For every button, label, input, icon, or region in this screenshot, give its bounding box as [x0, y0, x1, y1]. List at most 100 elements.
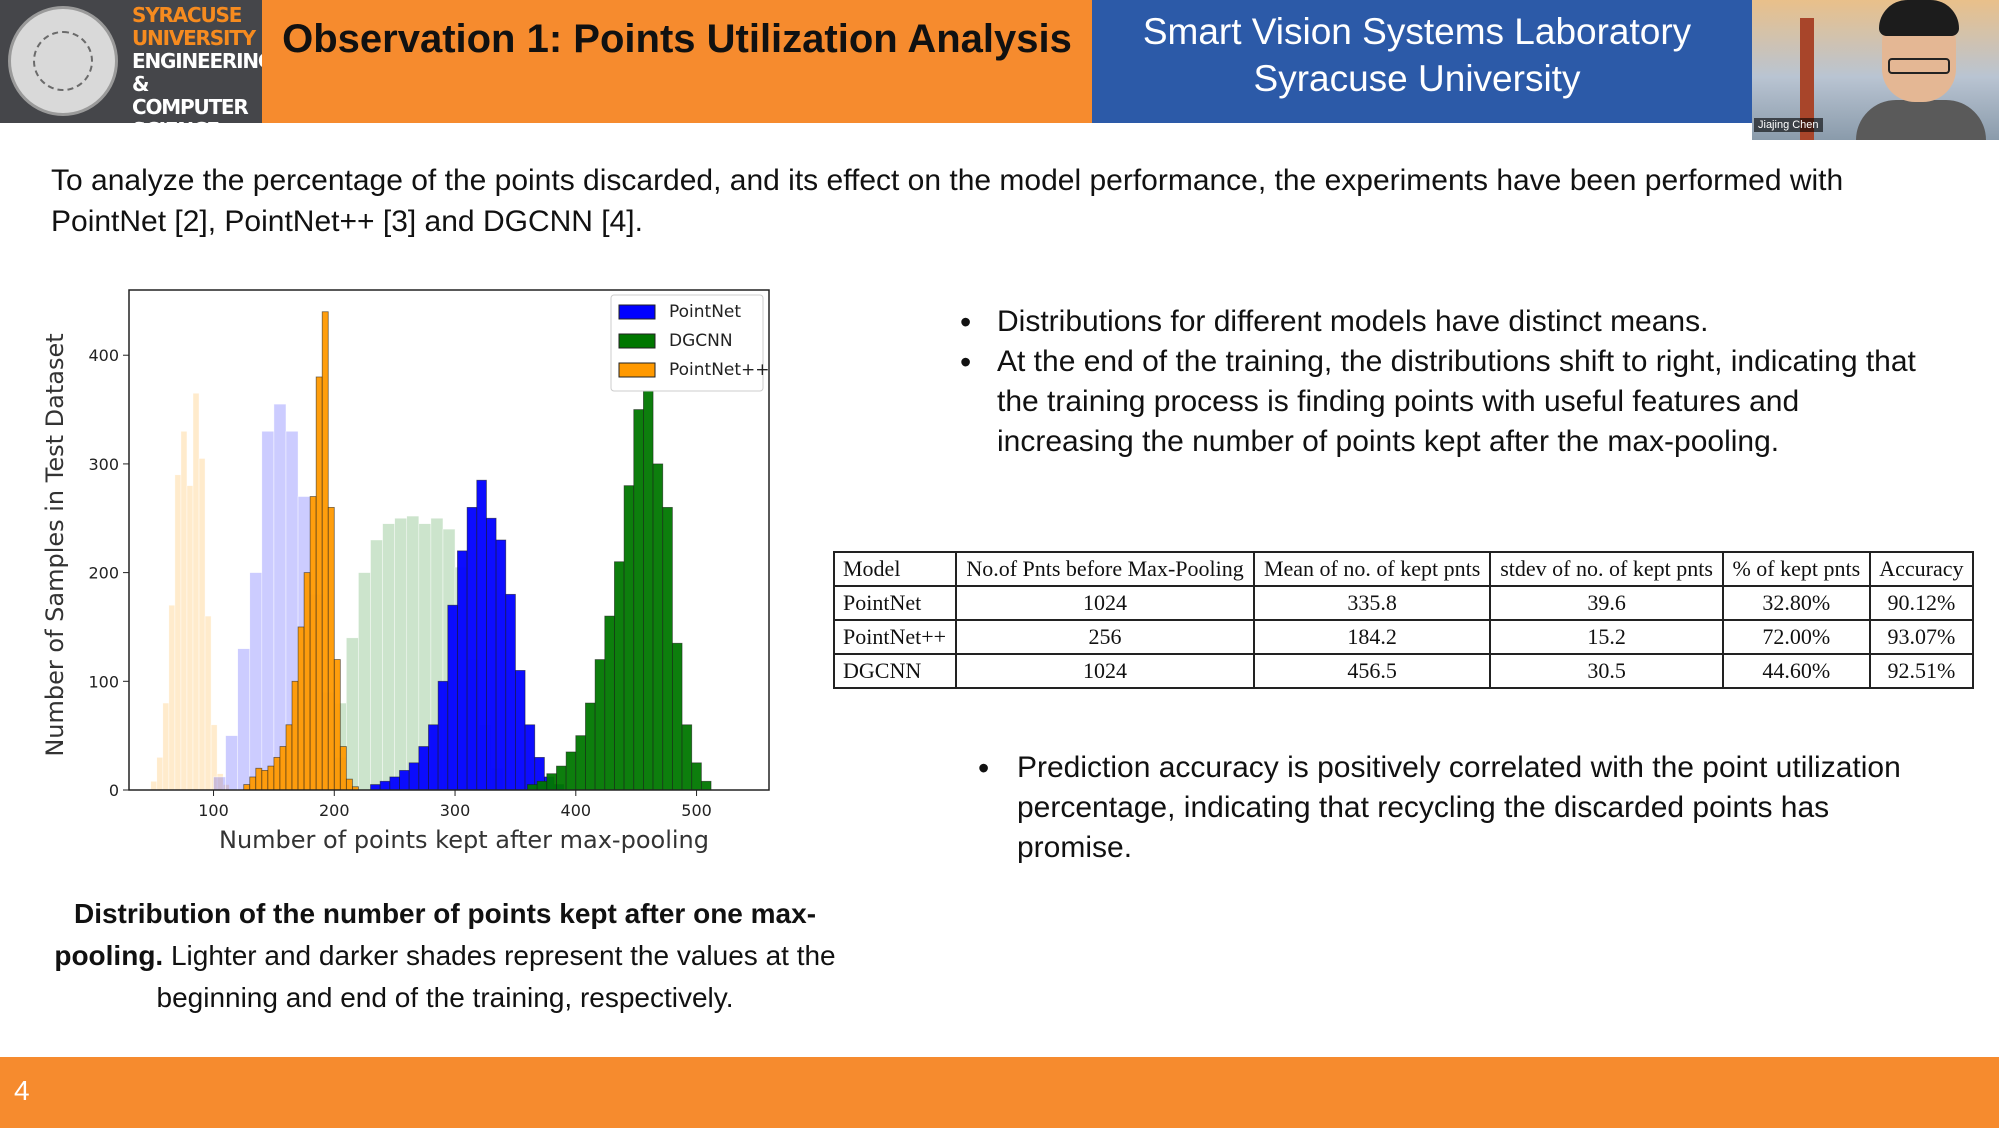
histogram-bar-dgcnn-dark	[556, 765, 567, 791]
histogram-bar-dgcnn-dark	[565, 751, 577, 791]
histogram-bar-dgcnn-dark	[681, 724, 693, 791]
histogram-bar-pointnetpp-light	[168, 604, 176, 791]
chart-caption: Distribution of the number of points kep…	[30, 893, 860, 1019]
histogram-bar-pointnetpp-dark	[321, 311, 329, 791]
histogram-bar-dgcnn-light	[406, 515, 420, 791]
histogram-bar-pointnetpp-dark	[303, 572, 311, 791]
bridge-background-icon	[1800, 18, 1814, 140]
participant-video-thumbnail[interactable]: Jiajing Chen	[1752, 0, 1999, 140]
bullet-list-bottom: Prediction accuracy is positively correl…	[978, 748, 1938, 868]
histogram-bar-dgcnn-dark	[585, 702, 596, 791]
banner-edge	[1742, 0, 1752, 123]
legend-label-pointnet: PointNet	[669, 302, 741, 322]
histogram-bar-dgcnn-dark	[691, 762, 702, 791]
histogram-bar-dgcnn-dark	[594, 659, 606, 791]
x-tick-label: 400	[561, 801, 592, 820]
histogram-bar-pointnet-dark	[389, 776, 400, 791]
histogram-bar-dgcnn-dark	[614, 561, 625, 791]
x-tick-label: 100	[198, 801, 229, 820]
table-cell: 30.5	[1489, 653, 1724, 689]
histogram-bar-pointnet-light	[237, 648, 251, 791]
table-header-cell: Accuracy	[1868, 551, 1975, 587]
histogram-bar-pointnetpp-light	[204, 615, 212, 791]
histogram-bar-pointnetpp-dark	[309, 496, 317, 791]
x-tick-label: 500	[681, 801, 712, 820]
legend-swatch-dgcnn	[618, 333, 656, 349]
slide-footer: 4	[0, 1057, 1999, 1128]
caption-text: Lighter and darker shades represent the …	[156, 940, 836, 1013]
university-logo: SYRACUSE UNIVERSITY ENGINEERING & COMPUT…	[0, 0, 274, 142]
table-cell: 92.51%	[1868, 653, 1975, 689]
histogram-bar-pointnetpp-dark	[327, 506, 335, 791]
table-cell: 32.80%	[1721, 585, 1871, 621]
histogram-bar-dgcnn-dark	[604, 615, 615, 791]
histogram-bar-pointnetpp-dark	[279, 746, 287, 791]
bullet-list-top: Distributions for different models have …	[960, 302, 1920, 462]
histogram-bar-dgcnn-dark	[671, 642, 683, 791]
y-tick-label: 200	[88, 564, 119, 583]
histogram-bar-dgcnn-dark	[633, 409, 644, 791]
histogram-bar-pointnet-dark	[399, 770, 410, 791]
histogram-bar-dgcnn-dark	[652, 463, 664, 791]
histogram-bar-pointnet-dark	[379, 780, 391, 791]
page-number: 4	[14, 1075, 30, 1106]
histogram-bar-pointnet-light	[261, 431, 275, 791]
histogram-bar-dgcnn-dark	[623, 485, 635, 791]
histogram-bar-pointnetpp-light	[192, 392, 200, 791]
x-axis-ticks: 100 200 300 400 500	[198, 790, 712, 820]
table-row: PointNet 1024 335.8 39.6 32.80% 90.12%	[832, 585, 1975, 621]
table-cell: 90.12%	[1868, 585, 1975, 621]
table-header-cell: % of kept pnts	[1721, 551, 1871, 587]
table-header-cell: Model	[832, 551, 958, 587]
results-table: Model No.of Pnts before Max-Pooling Mean…	[832, 551, 1975, 689]
table-cell: 72.00%	[1721, 619, 1871, 655]
slide-header: SYRACUSE UNIVERSITY ENGINEERING & COMPUT…	[0, 0, 1999, 142]
histogram-bar-pointnetpp-light	[198, 458, 206, 791]
histogram-bar-pointnetpp-light	[156, 757, 164, 791]
histogram-bar-dgcnn-light	[370, 539, 383, 791]
histogram-bar-pointnet-dark	[457, 550, 468, 791]
histogram-bar-pointnetpp-dark	[339, 746, 347, 791]
legend-swatch-pointnet	[618, 304, 656, 320]
legend-label-dgcnn: DGCNN	[669, 331, 733, 351]
histogram-bar-pointnetpp-dark	[255, 767, 263, 791]
histogram-bar-pointnet-light	[273, 403, 287, 791]
table-cell: DGCNN	[832, 653, 958, 689]
histogram-bar-pointnet-dark	[370, 784, 381, 791]
lab-name: Smart Vision Systems Laboratory Syracuse…	[1142, 11, 1692, 99]
histogram-bar-pointnet-light	[213, 776, 226, 791]
lab-banner: Smart Vision Systems Laboratory Syracuse…	[1092, 0, 1742, 123]
slide-title: Observation 1: Points Utilization Analys…	[282, 17, 1072, 61]
table-row: PointNet++ 256 184.2 15.2 72.00% 93.07%	[832, 619, 1975, 655]
histogram-bar-dgcnn-dark	[527, 784, 538, 791]
table-cell: 1024	[955, 653, 1255, 689]
histogram-bar-dgcnn-light	[346, 637, 359, 791]
title-banner: Observation 1: Points Utilization Analys…	[262, 0, 1092, 123]
table-cell: 256	[955, 619, 1255, 655]
histogram-bar-pointnet-dark	[418, 746, 429, 791]
histogram-bar-pointnetpp-dark	[261, 770, 269, 791]
histogram-bar-pointnetpp-dark	[291, 680, 299, 791]
histogram-bar-pointnet-dark	[447, 604, 458, 791]
bullet-accuracy-correlation: Prediction accuracy is positively correl…	[978, 748, 1938, 868]
table-cell: 1024	[955, 585, 1255, 621]
y-axis-label: Number of Samples in Test Dataset	[41, 333, 69, 756]
histogram-bar-pointnet-dark	[476, 479, 487, 791]
y-tick-label: 300	[88, 455, 119, 474]
histogram-bar-pointnetpp-dark	[285, 724, 293, 791]
participant-name-label: Jiajing Chen	[1754, 118, 1823, 132]
bullet-distinct-means: Distributions for different models have …	[960, 302, 1920, 342]
histogram-bar-pointnet-dark	[515, 670, 526, 791]
legend-label-pointnetpp: PointNet++	[669, 360, 770, 380]
caption-bold: Distribution of the number of points kep…	[54, 898, 817, 971]
intro-paragraph: To analyze the percentage of the points …	[51, 164, 1844, 238]
table-header-row: Model No.of Pnts before Max-Pooling Mean…	[832, 551, 1975, 587]
histogram-bar-dgcnn-dark	[700, 780, 712, 791]
table-cell: 44.60%	[1721, 653, 1871, 689]
histogram-bar-pointnetpp-dark	[267, 765, 275, 791]
histogram-bar-pointnetpp-dark	[315, 376, 323, 791]
histogram-bar-pointnet-dark	[495, 539, 507, 791]
histogram-bar-pointnet-dark	[428, 724, 439, 791]
histogram-bar-pointnet-dark	[505, 593, 516, 791]
table-cell: PointNet++	[832, 619, 958, 655]
